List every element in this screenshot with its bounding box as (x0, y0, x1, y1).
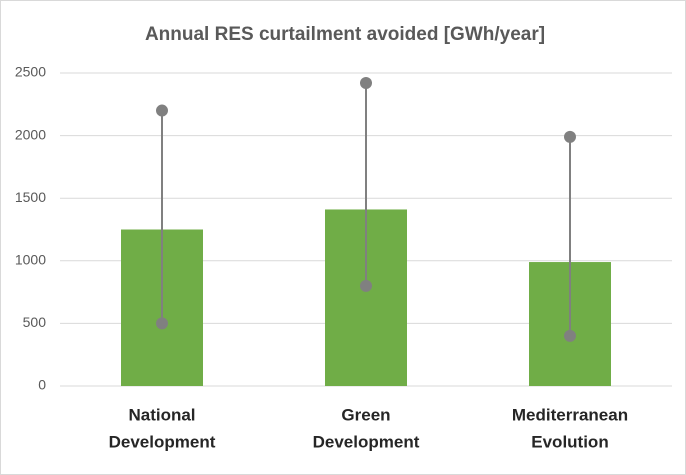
y-tick-label: 1000 (15, 252, 46, 268)
x-tick-label: National (128, 405, 195, 424)
chart-title: Annual RES curtailment avoided [GWh/year… (145, 24, 545, 45)
x-tick-label: Green (341, 405, 390, 424)
y-tick-label: 1500 (15, 189, 46, 205)
x-tick-label: Development (313, 432, 420, 451)
range-max (156, 104, 168, 117)
y-tick-label: 2000 (15, 126, 46, 142)
range-min (564, 329, 576, 342)
y-tick-label: 500 (23, 314, 47, 330)
range-max (360, 77, 372, 90)
x-tick-label: Evolution (531, 432, 608, 451)
range-min (156, 317, 168, 330)
x-tick-label: Mediterranean (512, 405, 628, 424)
range-min (360, 279, 372, 292)
y-tick-label: 2500 (15, 64, 46, 80)
x-tick-label: Development (109, 432, 216, 451)
range-max (564, 130, 576, 143)
y-tick-label: 0 (38, 377, 46, 393)
